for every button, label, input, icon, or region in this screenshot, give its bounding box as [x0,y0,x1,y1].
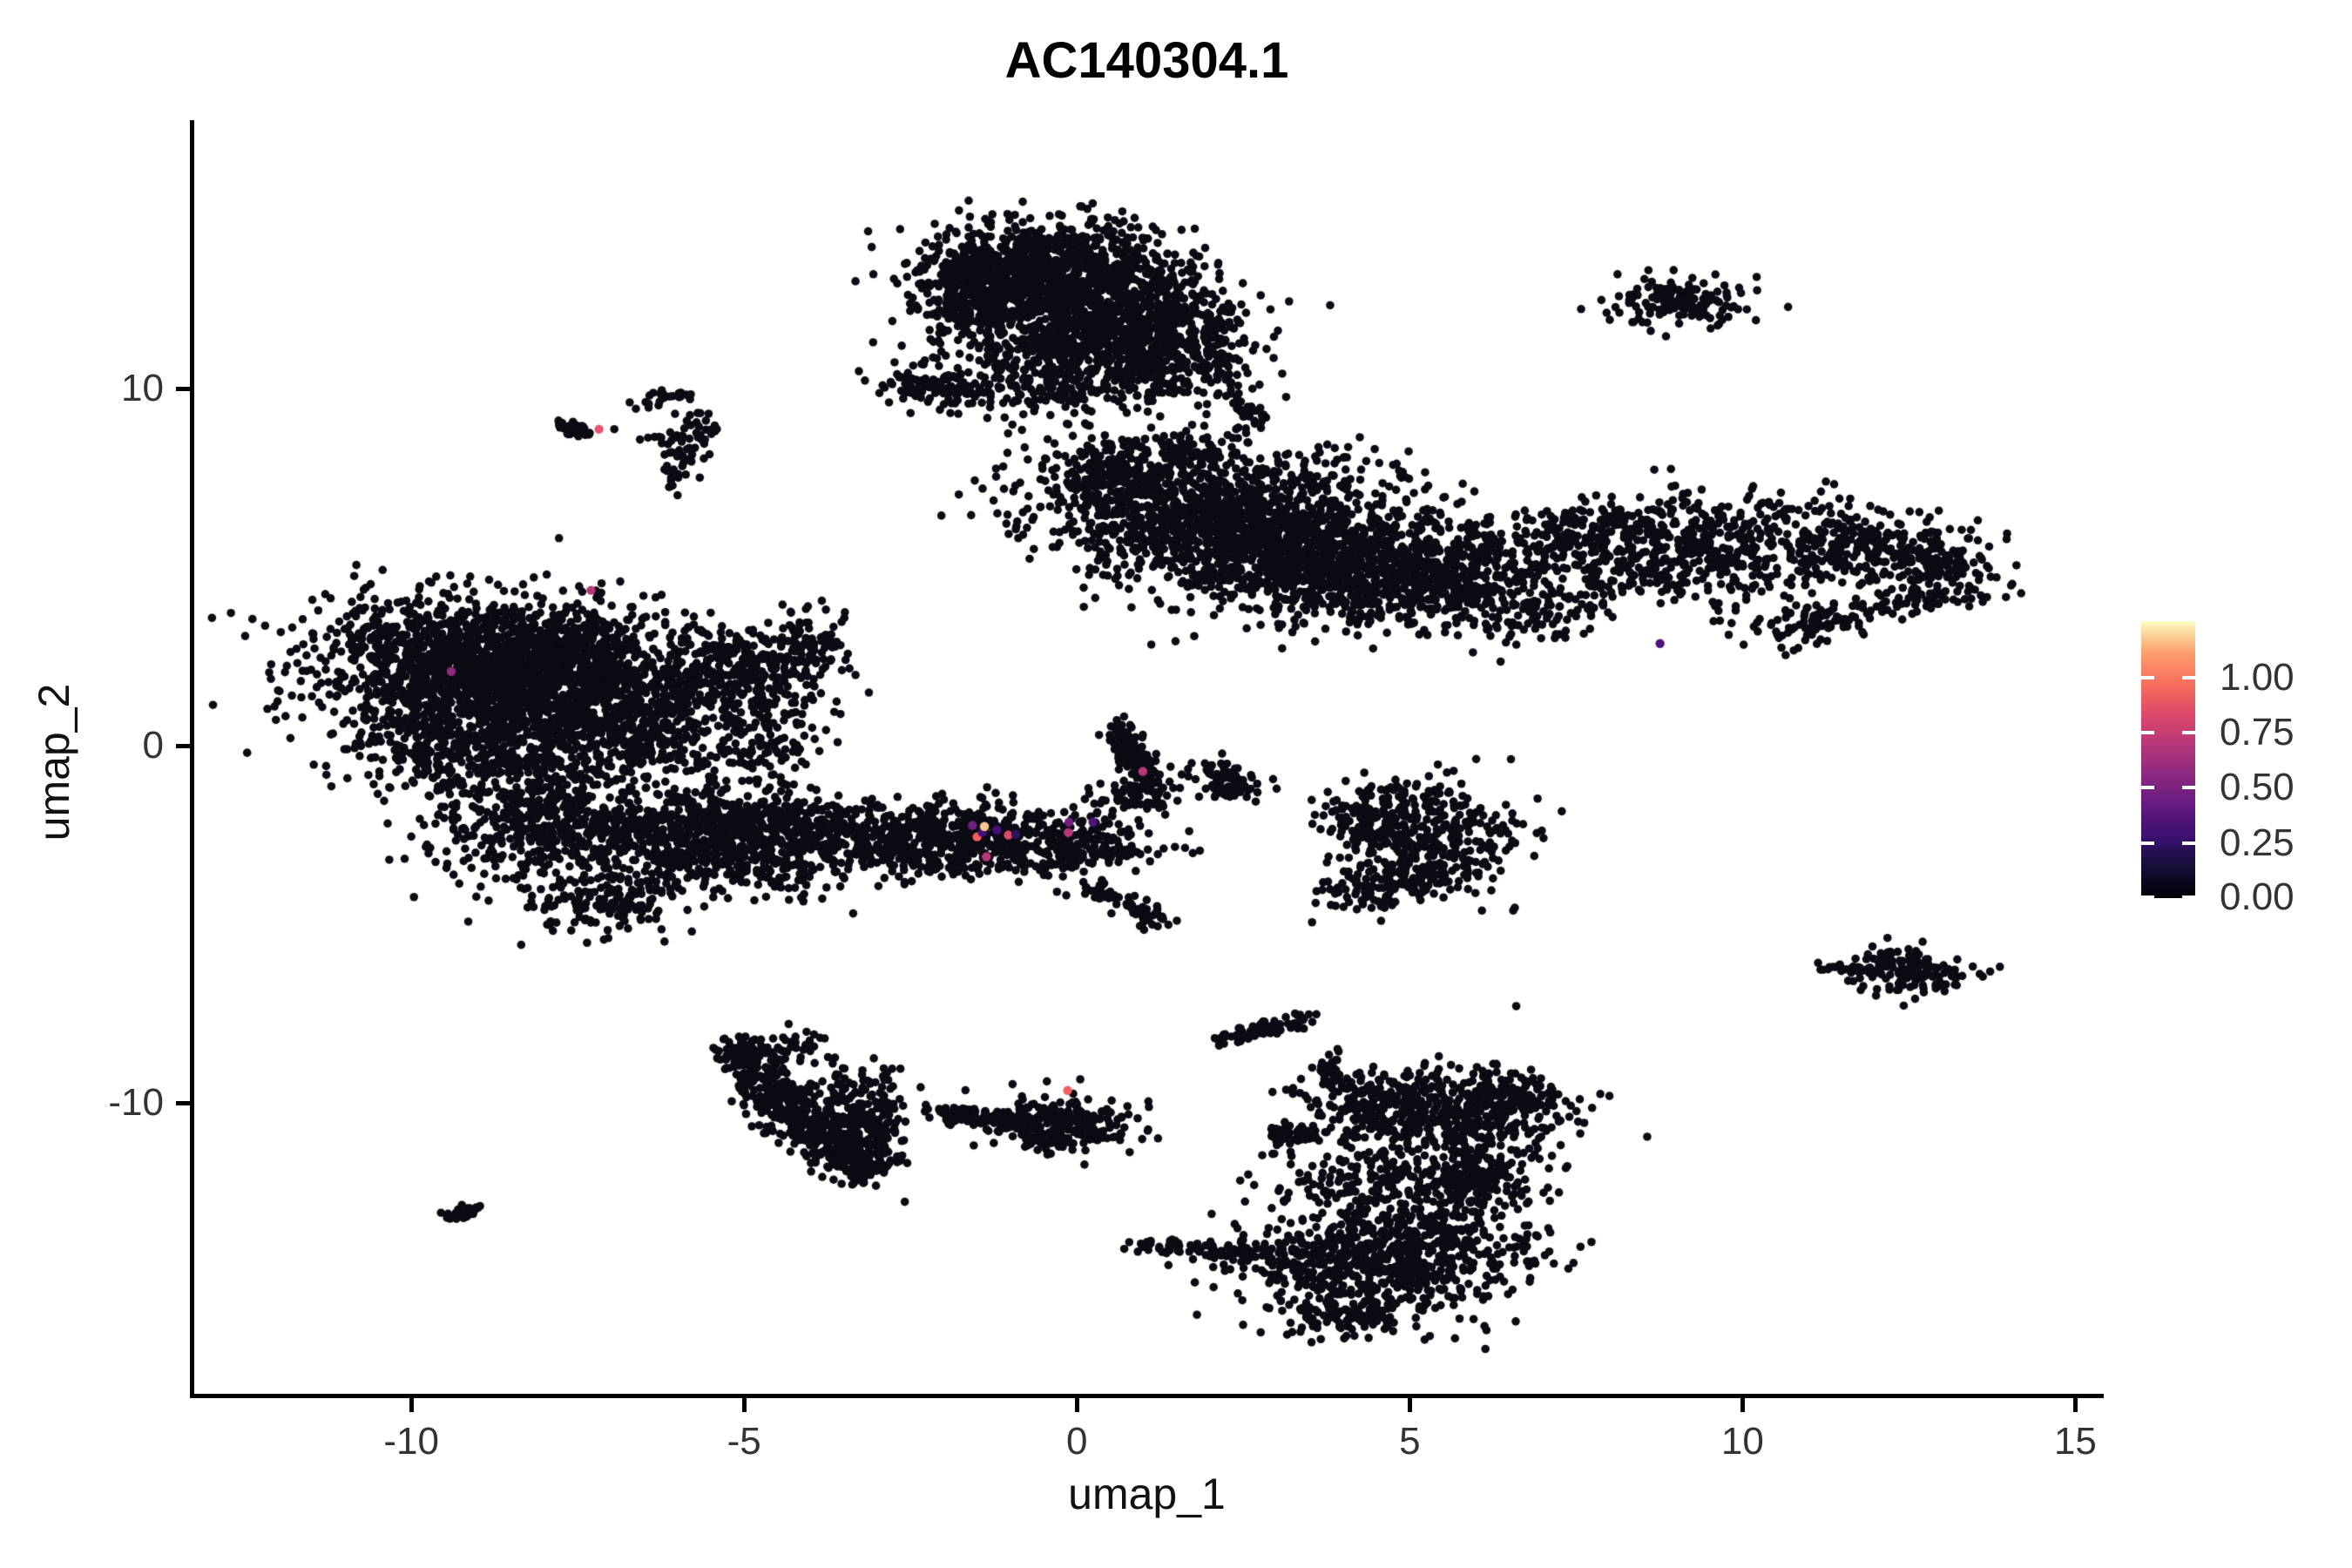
colorbar-tick-label: 0.75 [2220,711,2295,754]
x-axis-line [190,1394,2104,1398]
plot-title: AC140304.1 [1004,32,1289,89]
y-tick-label: -10 [108,1080,164,1124]
x-tick-label: -5 [727,1420,761,1463]
colorbar-tick-mark [2141,731,2154,735]
x-axis-title: umap_1 [1068,1470,1226,1518]
colorbar-tick-mark [2182,786,2195,790]
x-tick-label: 15 [2053,1420,2097,1463]
colorbar-tick-mark [2182,675,2195,679]
y-tick-mark [176,1100,190,1105]
y-tick-label: 0 [142,723,164,767]
x-tick-mark [1740,1398,1746,1412]
x-tick-mark [1408,1398,1413,1412]
y-axis-line [190,120,194,1398]
x-tick-label: 5 [1399,1420,1421,1463]
y-tick-label: 10 [121,366,164,409]
x-tick-mark [1075,1398,1080,1412]
colorbar-tick-label: 1.00 [2220,655,2295,699]
y-axis-title: umap_2 [30,683,78,841]
colorbar-tick-mark [2182,731,2195,735]
colorbar-tick-mark [2182,841,2195,845]
x-tick-label: 10 [1720,1420,1764,1463]
y-tick-mark [176,386,190,391]
colorbar-tick-mark [2141,841,2154,845]
colorbar-tick-mark [2141,786,2154,790]
colorbar-tick-label: 0.00 [2220,875,2295,919]
x-tick-label: -10 [383,1420,439,1463]
colorbar-tick-label: 0.25 [2220,821,2295,864]
x-tick-mark [742,1398,747,1412]
y-tick-mark [176,743,190,748]
colorbar-tick-mark [2141,675,2154,679]
colorbar-tick-mark [2141,896,2154,900]
x-tick-label: 0 [1066,1420,1088,1463]
x-tick-mark [2073,1398,2078,1412]
colorbar-tick-mark [2182,896,2195,900]
x-tick-mark [409,1398,415,1412]
expression-colorbar [2141,621,2195,898]
colorbar-tick-label: 0.50 [2220,766,2295,809]
